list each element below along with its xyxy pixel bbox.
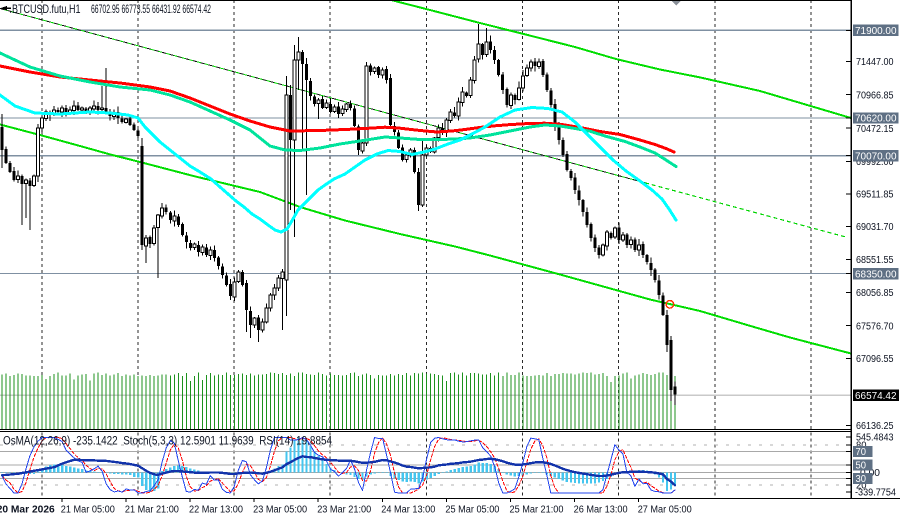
svg-text:66136.25: 66136.25 [856, 421, 894, 432]
svg-text:68056.85: 68056.85 [856, 288, 894, 299]
svg-text:66702.95 66773.55 66431.92 665: 66702.95 66773.55 66431.92 66574.42 [91, 2, 211, 16]
svg-text:66574.42: 66574.42 [855, 390, 897, 402]
svg-text:545.4843: 545.4843 [856, 432, 894, 443]
svg-text:26 Mar 13:00: 26 Mar 13:00 [574, 505, 628, 516]
svg-text:22 Mar 13:00: 22 Mar 13:00 [189, 505, 243, 516]
svg-text:21 Mar 21:00: 21 Mar 21:00 [125, 505, 179, 516]
svg-text:-339.7754: -339.7754 [855, 487, 896, 498]
svg-text:.BTCUSD.futu,H1: .BTCUSD.futu,H1 [10, 2, 81, 16]
svg-text:24 Mar 13:00: 24 Mar 13:00 [381, 505, 435, 516]
svg-text:67576.70: 67576.70 [856, 321, 894, 332]
svg-text:70070.00: 70070.00 [855, 150, 897, 162]
svg-text:20 Mar 2026: 20 Mar 2026 [0, 505, 55, 516]
svg-text:69511.85: 69511.85 [856, 190, 894, 201]
svg-text:70: 70 [856, 446, 867, 458]
svg-text:68551.55: 68551.55 [856, 255, 894, 266]
svg-text:70966.85: 70966.85 [856, 90, 894, 101]
svg-text:69992.00: 69992.00 [856, 157, 894, 168]
svg-text:70620.00: 70620.00 [855, 113, 897, 125]
svg-text:20: 20 [856, 481, 867, 492]
svg-text:71900.00: 71900.00 [855, 25, 897, 37]
svg-text:23 Mar 05:00: 23 Mar 05:00 [253, 505, 307, 516]
svg-text:30: 30 [856, 473, 867, 485]
svg-text:21 Mar 05:00: 21 Mar 05:00 [61, 505, 115, 516]
svg-text:71447.00: 71447.00 [856, 57, 894, 68]
svg-text:68350.00: 68350.00 [855, 268, 897, 280]
svg-text:27 Mar 05:00: 27 Mar 05:00 [638, 505, 692, 516]
svg-text:OsMA(12,26,9) -235.1422 Stoch: OsMA(12,26,9) -235.1422 Stoch(5,3,3) 12.… [3, 435, 333, 447]
svg-text:23 Mar 21:00: 23 Mar 21:00 [317, 505, 371, 516]
svg-text:25 Mar 05:00: 25 Mar 05:00 [445, 505, 499, 516]
svg-text:25 Mar 21:00: 25 Mar 21:00 [510, 505, 564, 516]
svg-text:67096.55: 67096.55 [856, 354, 894, 365]
svg-text:70472.15: 70472.15 [856, 124, 894, 135]
svg-text:50: 50 [856, 460, 867, 472]
svg-text:69031.70: 69031.70 [856, 222, 894, 233]
